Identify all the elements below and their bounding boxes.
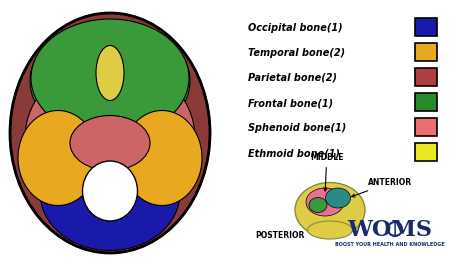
Text: ANTERIOR: ANTERIOR xyxy=(352,178,412,197)
Text: MIDDLE: MIDDLE xyxy=(310,153,344,191)
Ellipse shape xyxy=(295,182,365,238)
Text: Ethmoid bone(1): Ethmoid bone(1) xyxy=(248,148,340,158)
Text: Temporal bone(2): Temporal bone(2) xyxy=(248,48,345,58)
Ellipse shape xyxy=(18,110,98,206)
Ellipse shape xyxy=(25,60,195,215)
Ellipse shape xyxy=(309,197,327,213)
Ellipse shape xyxy=(326,188,350,208)
Text: Parietal bone(2): Parietal bone(2) xyxy=(248,73,337,83)
Text: Frontal bone(1): Frontal bone(1) xyxy=(248,98,333,108)
Text: Occipital bone(1): Occipital bone(1) xyxy=(248,23,343,33)
FancyBboxPatch shape xyxy=(415,118,437,136)
Ellipse shape xyxy=(306,188,344,216)
Text: Sphenoid bone(1): Sphenoid bone(1) xyxy=(248,123,346,133)
Ellipse shape xyxy=(96,45,124,101)
FancyBboxPatch shape xyxy=(415,18,437,36)
FancyBboxPatch shape xyxy=(415,143,437,161)
Ellipse shape xyxy=(70,115,150,171)
Ellipse shape xyxy=(40,135,180,251)
Ellipse shape xyxy=(31,19,189,137)
Text: POSTERIOR: POSTERIOR xyxy=(255,231,305,240)
Ellipse shape xyxy=(308,221,353,239)
FancyBboxPatch shape xyxy=(415,93,437,111)
FancyBboxPatch shape xyxy=(415,43,437,61)
Ellipse shape xyxy=(10,13,210,253)
Text: WOMS: WOMS xyxy=(347,219,432,241)
Ellipse shape xyxy=(122,110,202,206)
Text: BOOST YOUR HEALTH AND KNOWLEDGE: BOOST YOUR HEALTH AND KNOWLEDGE xyxy=(335,242,445,247)
Ellipse shape xyxy=(30,21,190,141)
Ellipse shape xyxy=(82,161,137,221)
FancyBboxPatch shape xyxy=(415,68,437,86)
